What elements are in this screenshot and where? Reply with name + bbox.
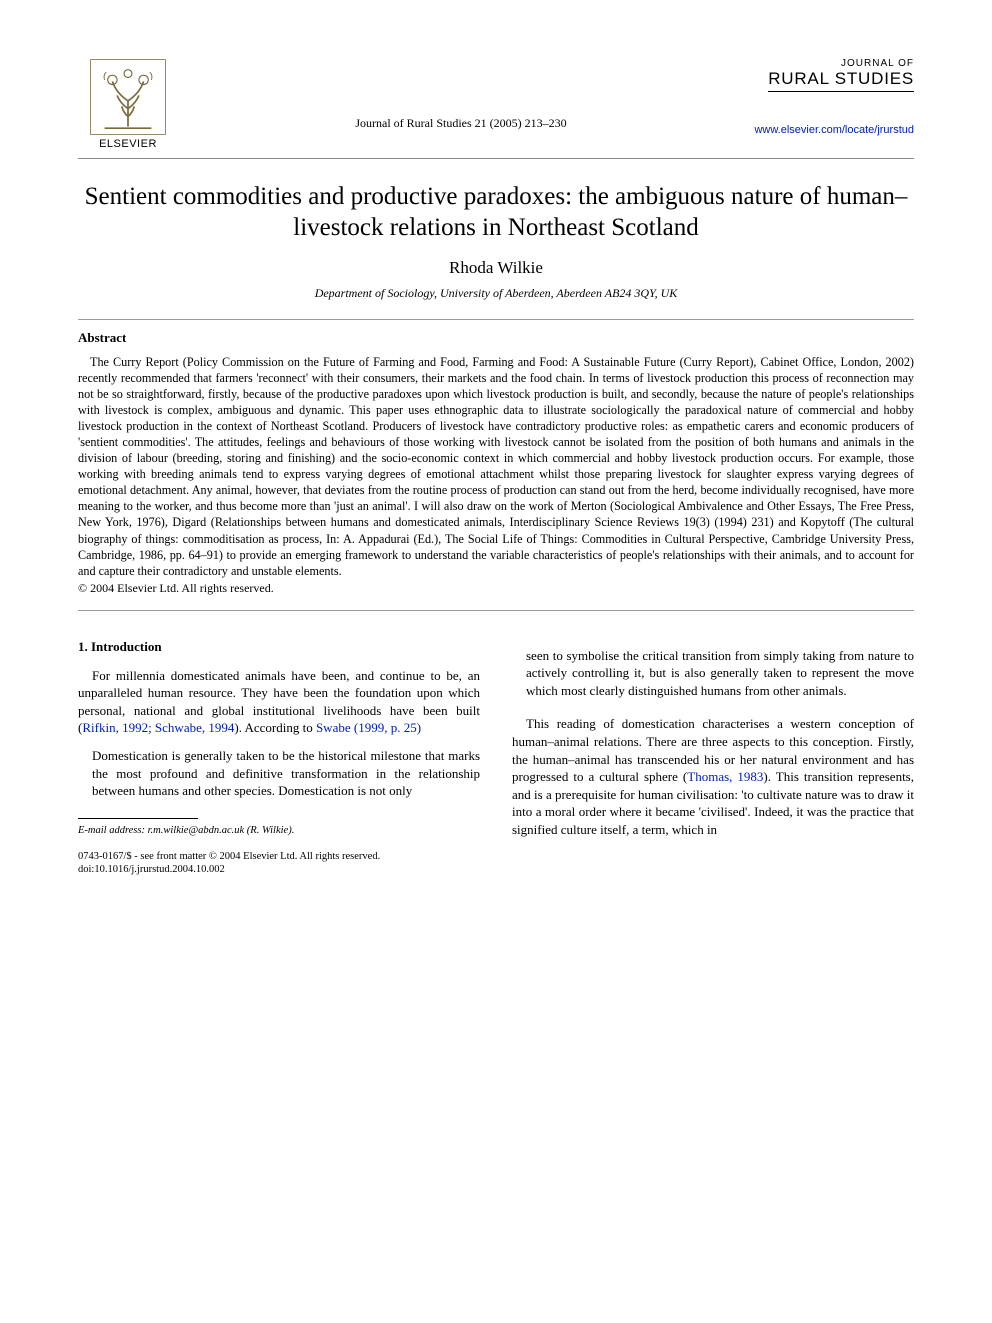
section-1-heading: 1. Introduction — [78, 639, 480, 655]
author-name: Rhoda Wilkie — [78, 258, 914, 278]
journal-logo-block: JOURNAL OF RURAL STUDIES www.elsevier.co… — [744, 58, 914, 136]
citation-thomas[interactable]: Thomas, 1983 — [687, 769, 763, 784]
journal-reference: Journal of Rural Studies 21 (2005) 213–2… — [178, 116, 744, 131]
journal-url-link[interactable]: www.elsevier.com/locate/jrurstud — [744, 124, 914, 136]
post-abstract-rule — [78, 610, 914, 611]
journal-logo-title: RURAL STUDIES — [768, 69, 914, 92]
elsevier-tree-icon — [89, 58, 167, 136]
author-affiliation: Department of Sociology, University of A… — [78, 286, 914, 301]
right-column: seen to symbolise the critical transitio… — [512, 639, 914, 877]
publisher-block: ELSEVIER — [78, 58, 178, 150]
publisher-name: ELSEVIER — [78, 138, 178, 150]
front-matter-line: 0743-0167/$ - see front matter © 2004 El… — [78, 850, 480, 864]
intro-paragraph-1: For millennia domesticated animals have … — [78, 667, 480, 737]
email-label: E-mail address: — [78, 825, 145, 836]
abstract-body: The Curry Report (Policy Commission on t… — [78, 354, 914, 579]
abstract-copyright: © 2004 Elsevier Ltd. All rights reserved… — [78, 581, 914, 596]
citation-swabe[interactable]: Swabe (1999, p. 25) — [316, 720, 421, 735]
pre-abstract-rule — [78, 319, 914, 320]
body-columns: 1. Introduction For millennia domesticat… — [78, 639, 914, 877]
domestication-quote-start: Domestication is generally taken to be t… — [92, 747, 480, 800]
domestication-quote-continued: seen to symbolise the critical transitio… — [526, 647, 914, 700]
footnote-rule — [78, 818, 198, 819]
article-title: Sentient commodities and productive para… — [78, 181, 914, 244]
doi-line: doi:10.1016/j.jrurstud.2004.10.002 — [78, 863, 480, 877]
header-rule — [78, 158, 914, 159]
author-email: r.m.wilkie@abdn.ac.uk (R. Wilkie). — [148, 825, 295, 836]
left-column: 1. Introduction For millennia domesticat… — [78, 639, 480, 877]
corresponding-author-footnote: E-mail address: r.m.wilkie@abdn.ac.uk (R… — [78, 825, 480, 836]
intro-paragraph-2: This reading of domestication characteri… — [512, 715, 914, 838]
journal-logo-overline: JOURNAL OF — [744, 58, 914, 69]
citation-rifkin-schwabe[interactable]: Rifkin, 1992; Schwabe, 1994 — [82, 720, 234, 735]
front-matter-meta: 0743-0167/$ - see front matter © 2004 El… — [78, 850, 480, 877]
abstract-heading: Abstract — [78, 330, 914, 346]
p1-text-b: ). According to — [234, 720, 316, 735]
abstract-text: The Curry Report (Policy Commission on t… — [78, 355, 914, 578]
header-row: ELSEVIER Journal of Rural Studies 21 (20… — [78, 58, 914, 150]
